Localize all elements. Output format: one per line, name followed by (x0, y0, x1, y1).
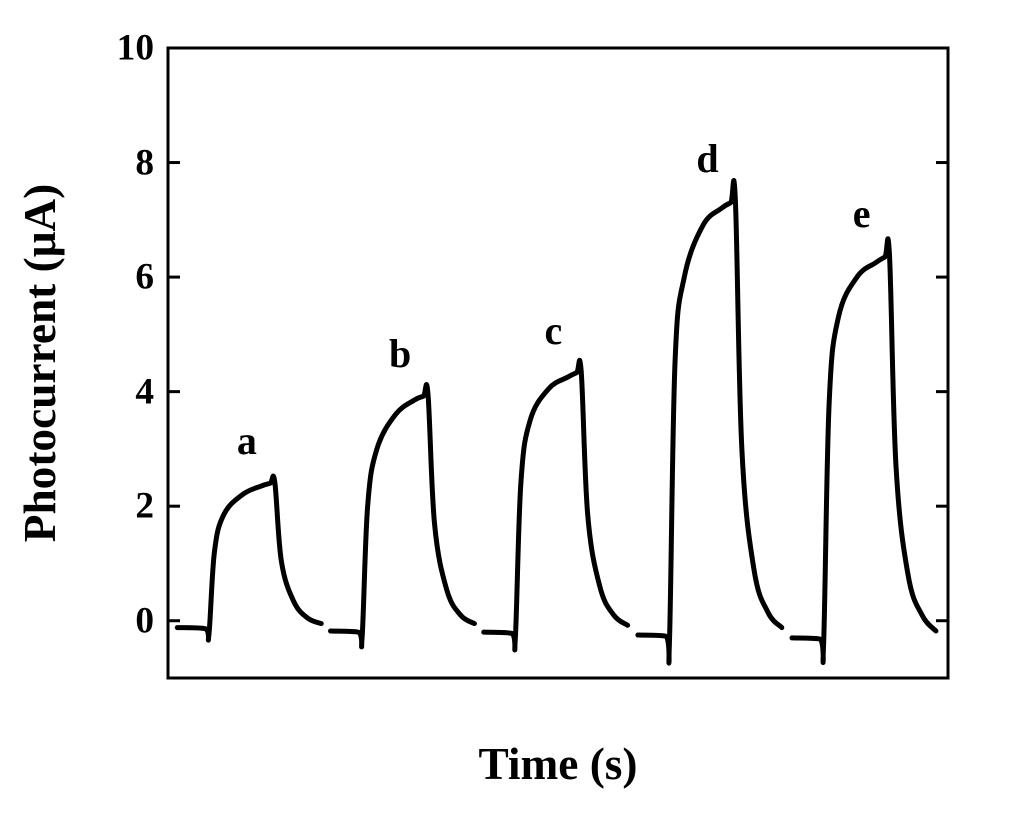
peak-label-c: c (544, 307, 562, 354)
series-b (331, 385, 475, 647)
figure-container: Photocurrent (μA) Time (s) 0 2 4 6 8 10 a b c d e (0, 0, 1015, 835)
chart-svg (0, 0, 1015, 835)
y-axis-label: Photocurrent (μA) (14, 184, 66, 542)
ytick-label: 2 (135, 485, 154, 528)
peak-label-d: d (696, 135, 718, 182)
peak-label-a: a (237, 417, 257, 464)
series-d (638, 180, 782, 663)
ytick-label: 4 (135, 370, 154, 413)
series-c (484, 360, 628, 650)
series-a (177, 476, 321, 640)
ytick-label: 10 (117, 27, 154, 70)
series-e (792, 239, 936, 663)
peak-label-b: b (389, 330, 411, 377)
ytick-label: 6 (135, 256, 154, 299)
peak-label-e: e (853, 190, 871, 237)
ytick-label: 8 (135, 141, 154, 184)
x-axis-label: Time (s) (478, 738, 637, 790)
ytick-label: 0 (135, 599, 154, 642)
